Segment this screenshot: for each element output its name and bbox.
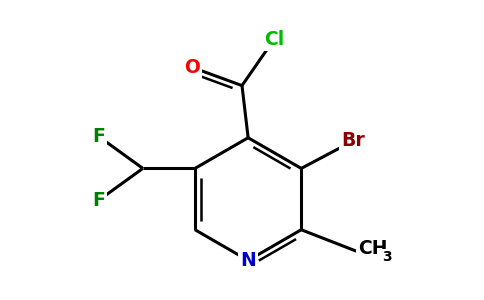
- Text: F: F: [92, 127, 105, 146]
- Text: F: F: [92, 191, 105, 210]
- Text: O: O: [184, 58, 199, 77]
- Text: Cl: Cl: [264, 30, 284, 49]
- Text: 3: 3: [382, 250, 392, 264]
- Text: N: N: [240, 251, 256, 270]
- Text: Br: Br: [342, 131, 365, 150]
- Text: CH: CH: [358, 239, 387, 258]
